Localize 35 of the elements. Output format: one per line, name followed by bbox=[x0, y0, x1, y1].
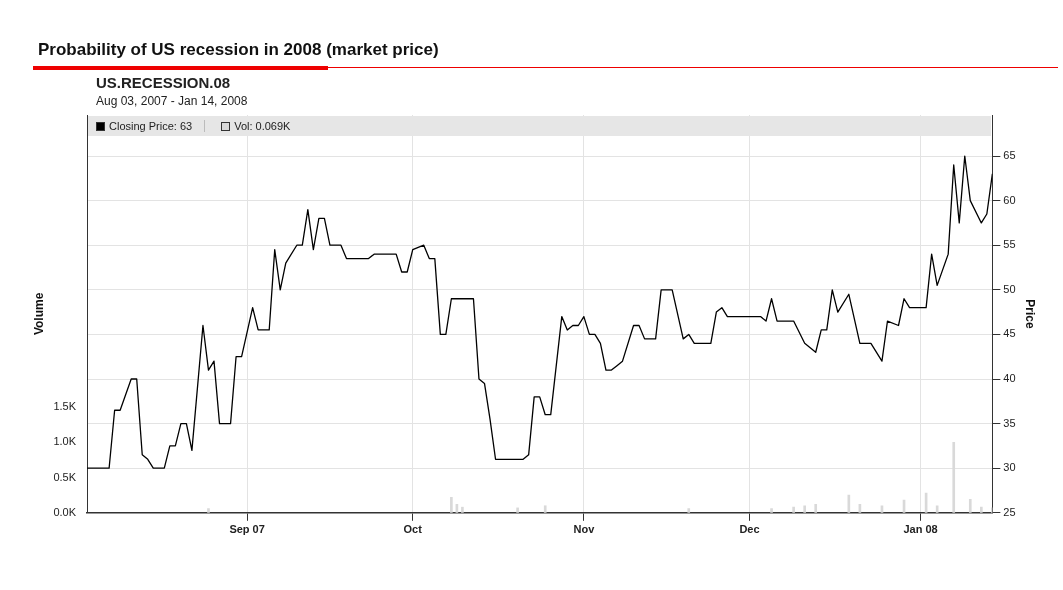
chart-title: Probability of US recession in 2008 (market price) bbox=[38, 40, 439, 60]
bar bbox=[207, 508, 210, 513]
bar bbox=[803, 505, 806, 513]
x-tick-label: Jan 08 bbox=[903, 523, 938, 536]
bar bbox=[461, 506, 464, 513]
x-tick-label: Sep 07 bbox=[229, 523, 265, 536]
y-axis-title: Price bbox=[1023, 299, 1038, 329]
y2-axis-title: Volume bbox=[31, 292, 46, 336]
y-tick-label: 65 bbox=[1003, 149, 1016, 162]
y-tick-label: 25 bbox=[1003, 505, 1016, 518]
bar bbox=[450, 496, 453, 513]
y2-tick-label: 1.5K bbox=[53, 400, 77, 413]
y2-tick-label: 0.0K bbox=[53, 505, 77, 518]
y-tick-label: 50 bbox=[1003, 282, 1016, 295]
x-tick-label: Nov bbox=[573, 523, 596, 536]
y-tick-label: 30 bbox=[1003, 461, 1016, 474]
y-tick-label: 55 bbox=[1003, 238, 1016, 251]
y-tick-label: 45 bbox=[1003, 327, 1016, 340]
bar bbox=[814, 504, 818, 513]
chart-subtitle: US.RECESSION.08 Aug 03, 2007 - Jan 14, 2008 bbox=[96, 74, 248, 110]
x-tick-label: Oct bbox=[403, 523, 423, 536]
legend-label: Vol: 0.069K bbox=[234, 120, 291, 132]
y2-tick-label: 1.0K bbox=[53, 435, 77, 448]
legend-label: Closing Price: 63 bbox=[109, 120, 193, 132]
bar bbox=[792, 506, 795, 513]
bar bbox=[968, 499, 972, 513]
bar bbox=[979, 506, 983, 513]
y2-tick-label: 0.5K bbox=[53, 470, 77, 483]
x-tick-label: Dec bbox=[739, 523, 760, 536]
bar bbox=[687, 508, 691, 513]
y-tick-label: 40 bbox=[1003, 372, 1016, 385]
y-tick-label: 35 bbox=[1003, 416, 1016, 429]
y-tick-label: 60 bbox=[1003, 193, 1016, 206]
bar bbox=[770, 508, 773, 513]
bar bbox=[543, 505, 547, 513]
